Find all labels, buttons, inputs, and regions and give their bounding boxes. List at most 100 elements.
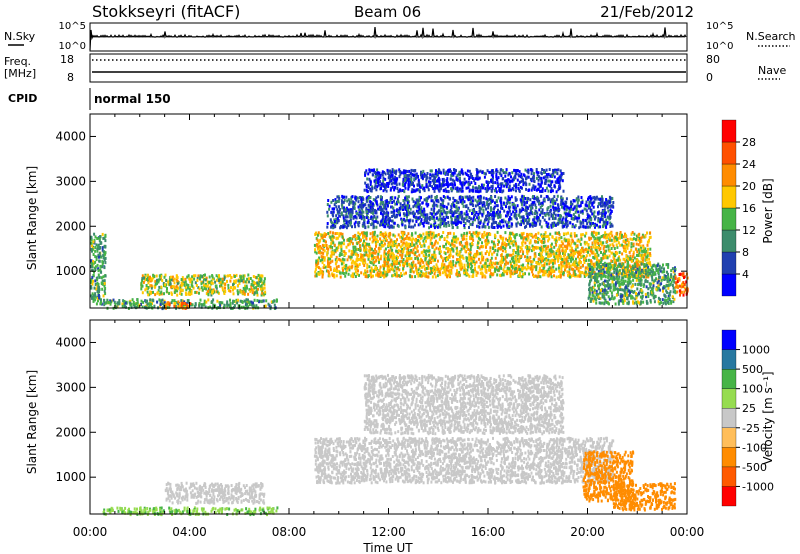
power-cell — [644, 258, 647, 262]
power-cell — [411, 241, 414, 245]
power-cell — [469, 222, 472, 226]
power-cell — [571, 249, 574, 253]
power-cell — [642, 254, 645, 258]
power-cell — [359, 233, 361, 236]
power-cell — [317, 272, 320, 276]
power-cell — [532, 218, 535, 222]
power-cell — [518, 271, 521, 275]
power-cell — [435, 246, 438, 250]
power-cell — [252, 301, 254, 305]
power-cell — [594, 243, 597, 247]
power-cell — [520, 235, 523, 239]
power-cell — [542, 256, 545, 260]
power-cell — [382, 219, 385, 223]
power-cell — [496, 224, 499, 227]
power-cell — [391, 195, 394, 199]
power-cell — [515, 213, 518, 217]
power-cell — [568, 253, 571, 257]
power-cell — [649, 231, 652, 235]
power-cell — [521, 233, 524, 237]
power-cell — [342, 216, 345, 220]
power-cell — [372, 198, 375, 202]
power-cell — [444, 256, 447, 260]
power-cell — [392, 253, 395, 257]
power-cell — [562, 206, 565, 210]
power-cell — [641, 235, 644, 239]
power-cell — [359, 244, 361, 248]
freq-tick-top: 18 — [60, 53, 74, 66]
power-cell — [167, 302, 170, 306]
power-cell — [467, 247, 470, 251]
power-cell — [610, 210, 613, 213]
power-cell — [555, 250, 558, 253]
power-cell — [564, 268, 566, 272]
power-cell — [630, 232, 633, 236]
power-cell — [579, 242, 582, 246]
power-cell — [250, 300, 253, 304]
power-cell — [410, 239, 413, 243]
power-cell — [431, 232, 433, 236]
power-cell — [218, 301, 221, 305]
power-cell — [443, 224, 446, 228]
power-cell — [334, 249, 337, 253]
power-cell — [259, 276, 262, 280]
power-cell — [488, 217, 491, 220]
power-cell — [436, 241, 439, 245]
power-cell — [144, 288, 147, 292]
power-cell — [471, 221, 474, 224]
power-cell — [423, 207, 426, 211]
power-cell — [233, 299, 236, 303]
power-cell — [494, 201, 496, 205]
power-cell — [632, 244, 635, 248]
power-cell — [636, 250, 639, 254]
power-cell — [104, 292, 107, 296]
power-cell — [321, 270, 324, 274]
power-cell — [473, 257, 476, 261]
power-cell — [439, 254, 442, 258]
power-cell — [253, 286, 256, 290]
power-cell — [341, 203, 344, 207]
power-cell — [638, 236, 641, 240]
power-cell — [98, 275, 101, 279]
power-cell — [205, 276, 208, 280]
power-cell — [471, 241, 473, 245]
power-cell — [373, 256, 376, 259]
power-cell — [210, 279, 213, 283]
power-cell — [463, 271, 466, 275]
power-cell — [109, 299, 112, 303]
power-cell — [326, 250, 329, 254]
power-cell — [516, 221, 519, 225]
power-cell — [609, 231, 612, 235]
power-cell — [442, 259, 444, 263]
power-cell — [343, 250, 346, 254]
power-cell — [408, 253, 411, 257]
power-cell — [508, 209, 511, 213]
power-cell — [439, 211, 442, 215]
power-cell — [618, 269, 621, 273]
power-cell — [323, 256, 326, 260]
power-cell — [488, 212, 491, 216]
power-cell — [522, 199, 525, 203]
power-cell — [410, 257, 413, 260]
power-cell — [422, 254, 425, 258]
power-cell — [564, 202, 567, 206]
power-cell — [376, 271, 379, 275]
power-cell — [392, 273, 395, 277]
power-cell — [579, 266, 582, 270]
power-cell — [395, 249, 398, 253]
power-cell — [585, 254, 588, 258]
power-cell — [233, 279, 236, 283]
power-cell — [374, 198, 377, 202]
power-cell — [633, 232, 636, 236]
power-cell — [456, 258, 458, 262]
power-cell — [630, 242, 633, 246]
power-cell — [414, 238, 417, 242]
power-cell — [500, 266, 503, 270]
power-cell — [367, 255, 370, 259]
power-cell — [590, 249, 593, 253]
power-cell — [339, 275, 342, 279]
power-cell — [101, 279, 104, 283]
power-cell — [512, 272, 514, 276]
power-cell — [321, 273, 324, 277]
power-cell — [240, 300, 243, 303]
